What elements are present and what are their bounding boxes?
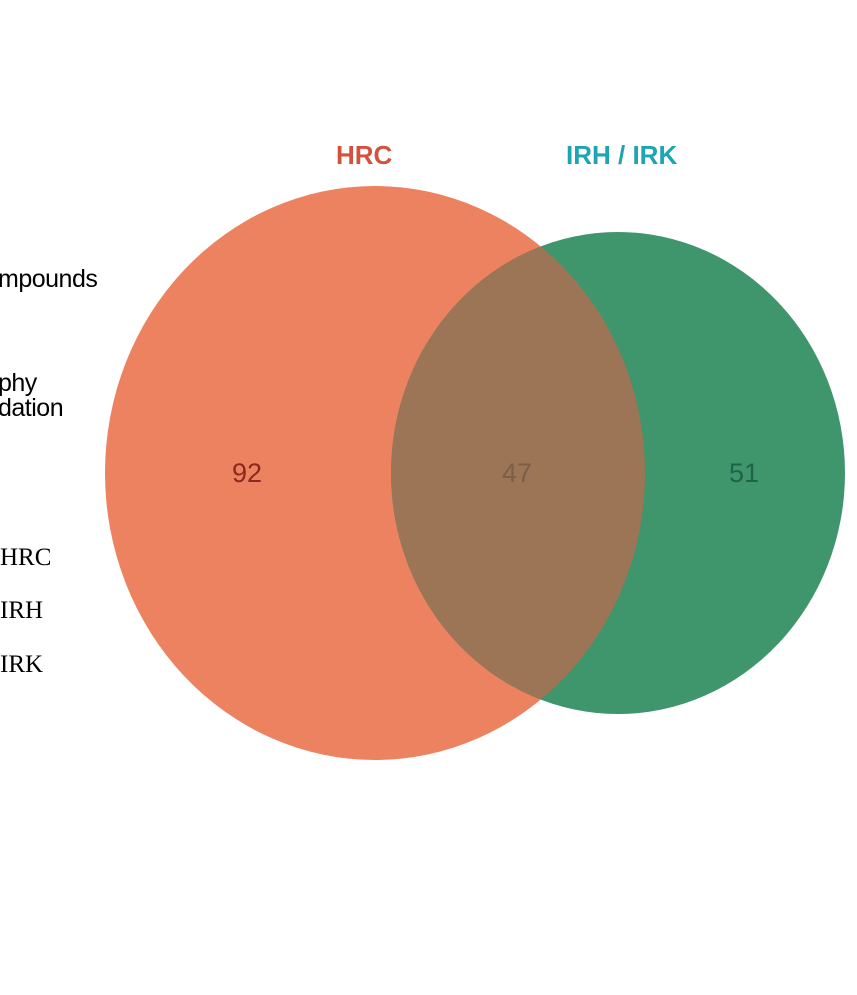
side-label-compounds: mpounds [0,265,98,293]
legend-item-irk: IRK [0,651,44,678]
irh-irk-set-label: IRH / IRK [566,140,678,170]
hrc-set-label: HRC [336,140,393,170]
legend-item-irh: IRH [0,597,44,624]
hrc-only-count: 92 [232,458,263,488]
irh-irk-only-count: 51 [729,458,760,488]
intersection-region [391,232,645,714]
intersection-count: 47 [502,458,533,488]
legend-item-hrc: HRC [0,544,52,571]
side-label-dation: dation [0,394,64,422]
side-label-phy: phy [0,369,37,397]
